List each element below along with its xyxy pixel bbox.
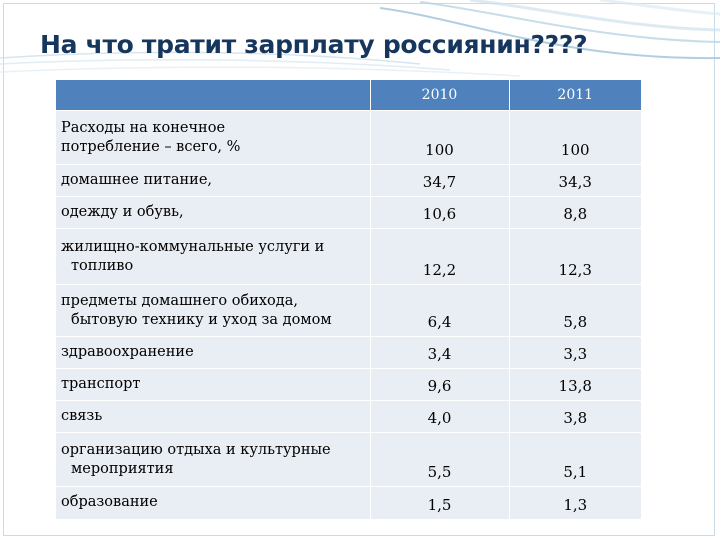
row-label-line2: мероприятия	[71, 460, 174, 477]
table-row: Расходы на конечное потребление – всего,…	[56, 110, 641, 165]
expenses-table: 2010 2011 Расходы на конечное потреблени…	[56, 80, 641, 519]
table-row: связь 4,0 3,8	[56, 400, 641, 433]
value-2011: 100	[509, 110, 641, 165]
row-label: одежду и обувь,	[56, 196, 371, 229]
row-label-line1: организацию отдыха и культурные	[61, 441, 331, 458]
value-2011: 1,3	[509, 486, 641, 519]
value-2010: 9,6	[370, 368, 510, 401]
slide-frame	[3, 3, 715, 536]
value-2010: 10,6	[370, 196, 510, 229]
header-year-2010: 2010	[370, 80, 510, 111]
value-2010: 100	[370, 110, 510, 165]
decorative-swoosh	[0, 0, 720, 77]
table-header-row: 2010 2011	[56, 80, 641, 111]
value-2010: 5,5	[370, 432, 510, 487]
table-row: жилищно-коммунальные услуги и топливо 12…	[56, 228, 641, 285]
row-label: образование	[56, 486, 371, 519]
table-row: предметы домашнего обихода, бытовую техн…	[56, 284, 641, 337]
row-label: транспорт	[56, 368, 371, 401]
table-row: транспорт 9,6 13,8	[56, 368, 641, 401]
row-label-line1: Расходы на конечное	[61, 119, 226, 136]
row-label-line2: потребление – всего, %	[61, 138, 241, 155]
value-2011: 13,8	[509, 368, 641, 401]
header-blank	[56, 80, 371, 111]
row-label-line2: топливо	[71, 257, 134, 274]
header-year-2011: 2011	[509, 80, 641, 111]
table-row: образование 1,5 1,3	[56, 486, 641, 519]
row-label: Расходы на конечное потребление – всего,…	[56, 110, 371, 165]
value-2010: 34,7	[370, 164, 510, 197]
row-label-line1: жилищно-коммунальные услуги и	[61, 238, 325, 255]
row-label: здравоохранение	[56, 336, 371, 369]
table-row: домашнее питание, 34,7 34,3	[56, 164, 641, 197]
value-2011: 3,8	[509, 400, 641, 433]
row-label: связь	[56, 400, 371, 433]
row-label: домашнее питание,	[56, 164, 371, 197]
row-label: предметы домашнего обихода, бытовую техн…	[56, 284, 371, 337]
value-2010: 12,2	[370, 228, 510, 285]
value-2010: 4,0	[370, 400, 510, 433]
value-2011: 3,3	[509, 336, 641, 369]
value-2010: 3,4	[370, 336, 510, 369]
table-row: организацию отдыха и культурные мероприя…	[56, 432, 641, 487]
page-title: На что тратит зарплату россиянин????	[40, 30, 588, 59]
row-label-line1: предметы домашнего обихода,	[61, 292, 298, 309]
value-2011: 12,3	[509, 228, 641, 285]
table-row: здравоохранение 3,4 3,3	[56, 336, 641, 369]
value-2010: 1,5	[370, 486, 510, 519]
table-row: одежду и обувь, 10,6 8,8	[56, 196, 641, 229]
value-2011: 5,1	[509, 432, 641, 487]
row-label: жилищно-коммунальные услуги и топливо	[56, 228, 371, 285]
value-2011: 34,3	[509, 164, 641, 197]
row-label: организацию отдыха и культурные мероприя…	[56, 432, 371, 487]
value-2010: 6,4	[370, 284, 510, 337]
value-2011: 5,8	[509, 284, 641, 337]
value-2011: 8,8	[509, 196, 641, 229]
row-label-line2: бытовую технику и уход за домом	[71, 311, 332, 328]
